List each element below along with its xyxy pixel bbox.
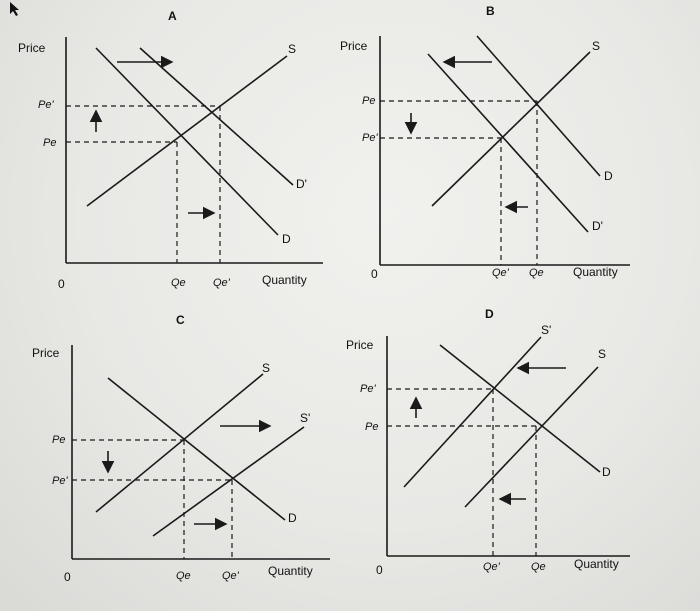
quantity-tick-label: Qe' [492, 267, 510, 279]
supply-curve-shifted [152, 426, 305, 537]
demand-curve-shifted [139, 47, 294, 186]
demand-shifted-label: D' [296, 177, 307, 191]
price-tick-label: Pe' [52, 475, 68, 487]
panel-title: D [485, 307, 494, 321]
price-axis-label: Price [18, 41, 46, 55]
quantity-tick-label: Qe' [483, 561, 501, 573]
origin-label: 0 [58, 277, 65, 291]
demand-curve [439, 344, 601, 473]
demand-label: D [604, 169, 613, 183]
demand-label: D [282, 232, 291, 246]
demand-curve [107, 377, 286, 521]
origin-label: 0 [376, 563, 383, 577]
price-tick-label: Pe' [38, 99, 54, 111]
origin-label: 0 [371, 267, 378, 281]
panel-b: B Price Quantity 0 S D D' Pe Pe' [340, 4, 630, 281]
supply-shifted-label: S' [300, 411, 310, 425]
demand-label: D [288, 511, 297, 525]
supply-label: S [288, 42, 296, 56]
origin-label: 0 [64, 570, 71, 584]
supply-curve [431, 51, 591, 207]
supply-label: S [262, 361, 270, 375]
panel-c: C Price Quantity 0 S S' D Pe Pe' [32, 313, 330, 584]
demand-shifted-label: D' [592, 219, 603, 233]
quantity-axis-label: Quantity [573, 265, 618, 279]
supply-curve [464, 366, 599, 508]
quantity-axis-label: Quantity [574, 557, 619, 571]
price-axis-label: Price [346, 338, 374, 352]
supply-curve-shifted [403, 336, 542, 488]
price-tick-label: Pe [362, 95, 375, 107]
quantity-tick-label: Qe [531, 561, 546, 573]
supply-curve [86, 55, 288, 207]
price-tick-label: Pe' [360, 383, 376, 395]
panel-title: B [486, 4, 495, 18]
price-tick-label: Pe [365, 421, 378, 433]
quantity-axis-label: Quantity [268, 564, 313, 578]
panel-title: A [168, 9, 177, 23]
supply-shifted-label: S' [541, 323, 551, 337]
price-tick-label: Pe' [362, 132, 378, 144]
price-axis-label: Price [340, 39, 368, 53]
supply-label: S [598, 347, 606, 361]
quantity-tick-label: Qe' [213, 277, 231, 289]
quantity-tick-label: Qe [176, 570, 191, 582]
demand-curve [476, 35, 601, 177]
panel-a: A Price Quantity 0 S D D' Pe' Pe [18, 9, 323, 291]
demand-curve-shifted [427, 53, 589, 233]
supply-label: S [592, 39, 600, 53]
panel-d: D Price Quantity 0 S' S D Pe' Pe [346, 307, 630, 577]
mouse-pointer-icon [10, 2, 19, 16]
quantity-tick-label: Qe' [222, 570, 240, 582]
demand-curve [95, 47, 279, 236]
supply-curve [95, 373, 264, 513]
quantity-axis-label: Quantity [262, 273, 307, 287]
quantity-tick-label: Qe [529, 267, 544, 279]
price-axis-label: Price [32, 346, 60, 360]
quantity-tick-label: Qe [171, 277, 186, 289]
price-tick-label: Pe [52, 434, 65, 446]
demand-label: D [602, 465, 611, 479]
panel-title: C [176, 313, 185, 327]
price-tick-label: Pe [43, 137, 56, 149]
